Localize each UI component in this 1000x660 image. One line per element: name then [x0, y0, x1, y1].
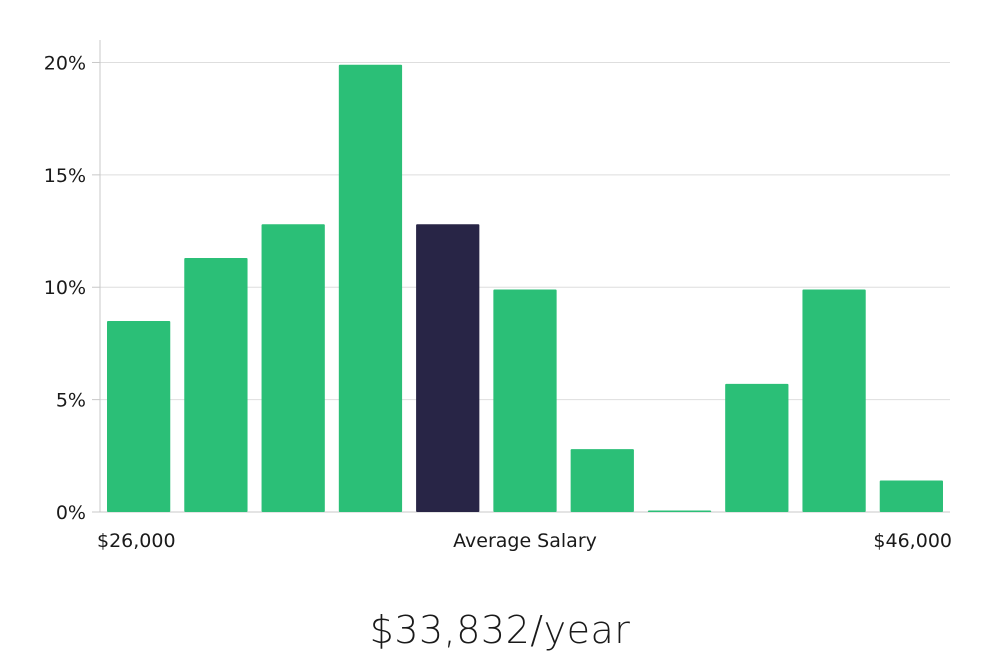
- x-min-label: $26,000: [97, 530, 176, 552]
- bar-bin-9: [725, 383, 789, 512]
- bar-bin-10: [802, 289, 866, 512]
- y-tick-labels: 0% 5% 10% 15% 20%: [44, 52, 86, 524]
- bar-bin-8: [647, 510, 712, 512]
- bar-average-bin: [416, 224, 480, 513]
- x-max-label: $46,000: [873, 530, 952, 552]
- y-tick-label-20: 20%: [44, 52, 86, 74]
- bar-bin-3: [261, 224, 325, 513]
- x-center-label: Average Salary: [453, 530, 597, 552]
- bar-bin-1: [107, 320, 171, 512]
- bar-bin-7: [570, 449, 634, 512]
- bar-bin-4: [338, 64, 403, 512]
- y-tick-label-15: 15%: [44, 165, 86, 187]
- bar-bin-6: [493, 289, 557, 512]
- bars: [107, 64, 943, 513]
- bar-bin-11: [879, 480, 943, 512]
- y-tick-label-5: 5%: [56, 390, 86, 412]
- bar-bin-2: [184, 258, 248, 512]
- salary-histogram: 0% 5% 10% 15% 20% $26,000 Average Salary $46…: [44, 40, 952, 552]
- y-tick-label-0: 0%: [56, 502, 86, 524]
- average-salary-value: $33,832/year: [369, 608, 631, 652]
- y-tick-label-10: 10%: [44, 277, 86, 299]
